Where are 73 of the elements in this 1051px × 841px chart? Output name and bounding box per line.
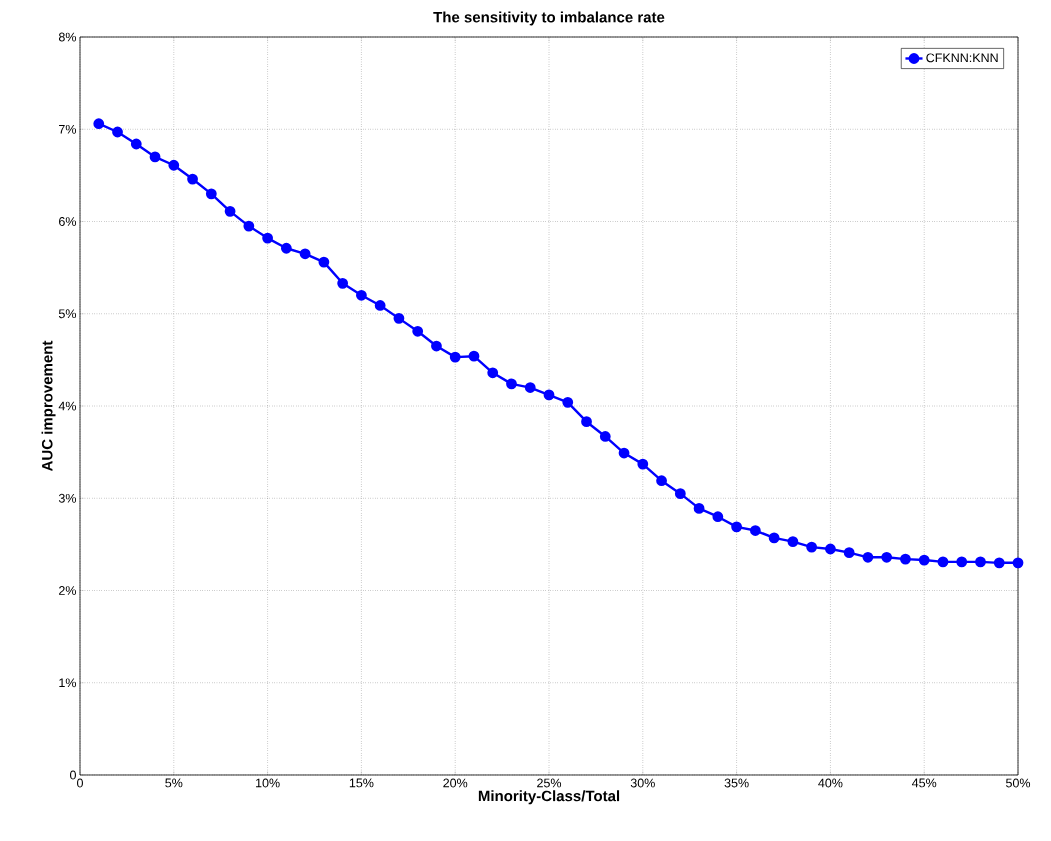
point bbox=[393, 312, 405, 324]
y-tick-label: 3% bbox=[58, 493, 77, 503]
x-tick-label: 40% bbox=[818, 778, 843, 788]
point bbox=[130, 138, 142, 150]
x-tick-label: 30% bbox=[630, 778, 655, 788]
point bbox=[693, 503, 705, 514]
point bbox=[524, 382, 536, 393]
point bbox=[993, 557, 1005, 569]
point bbox=[356, 289, 367, 301]
x-tick-label: 35% bbox=[724, 778, 749, 788]
point bbox=[487, 367, 499, 379]
point bbox=[731, 521, 743, 533]
point bbox=[431, 340, 442, 352]
point bbox=[581, 416, 592, 428]
point bbox=[1012, 557, 1024, 569]
point bbox=[937, 556, 949, 568]
x-tick-label: 20% bbox=[443, 778, 468, 788]
point bbox=[674, 488, 686, 500]
point bbox=[243, 220, 255, 232]
point bbox=[562, 396, 574, 408]
point bbox=[318, 256, 330, 268]
x-axis-title: Minority-Class/Total bbox=[478, 790, 620, 805]
x-tick-label: 10% bbox=[256, 778, 280, 788]
point bbox=[599, 431, 611, 442]
point bbox=[712, 511, 724, 523]
point bbox=[806, 541, 818, 553]
point bbox=[900, 553, 911, 565]
y-tick-label: 6% bbox=[59, 217, 77, 226]
y-tick-label: 4% bbox=[58, 401, 77, 411]
point bbox=[825, 543, 836, 555]
y-tick-label: 2% bbox=[59, 586, 77, 595]
point bbox=[299, 248, 311, 260]
point bbox=[618, 447, 630, 459]
point bbox=[975, 556, 986, 568]
point bbox=[656, 475, 667, 487]
point bbox=[768, 532, 780, 544]
point bbox=[862, 551, 874, 563]
point bbox=[843, 547, 855, 559]
point bbox=[412, 325, 424, 337]
x-tick-label: 50% bbox=[1006, 778, 1031, 788]
legend-label: CFKNN:KNN bbox=[926, 53, 998, 63]
chart-title: The sensitivity to imbalance rate bbox=[433, 11, 665, 26]
point bbox=[93, 118, 105, 130]
point bbox=[224, 205, 236, 217]
point bbox=[637, 458, 649, 470]
point bbox=[112, 126, 123, 138]
point bbox=[149, 151, 161, 163]
x-tick-label: 45% bbox=[911, 778, 937, 788]
point bbox=[187, 173, 198, 185]
x-tick-label: 15% bbox=[349, 778, 374, 788]
point bbox=[449, 351, 461, 363]
point bbox=[506, 378, 517, 390]
point bbox=[881, 551, 893, 563]
y-tick-label: 8% bbox=[58, 32, 77, 42]
point bbox=[262, 232, 273, 244]
point bbox=[543, 389, 555, 401]
point bbox=[374, 300, 386, 311]
point bbox=[749, 525, 761, 536]
y-tick-label: 5% bbox=[58, 309, 77, 319]
y-tick-label: 7% bbox=[59, 124, 77, 134]
y-tick-label: 0 bbox=[70, 770, 76, 780]
point bbox=[337, 277, 349, 289]
point bbox=[168, 159, 180, 171]
y-tick-label: 1% bbox=[59, 678, 77, 688]
point bbox=[468, 350, 480, 362]
point bbox=[956, 556, 968, 568]
point bbox=[918, 554, 930, 566]
point bbox=[205, 188, 217, 200]
point bbox=[280, 242, 292, 254]
x-tick-label: 5% bbox=[165, 778, 183, 788]
point bbox=[787, 536, 799, 548]
y-axis-title: AUC improvement bbox=[41, 340, 56, 472]
x-tick-label: 25% bbox=[537, 778, 562, 788]
